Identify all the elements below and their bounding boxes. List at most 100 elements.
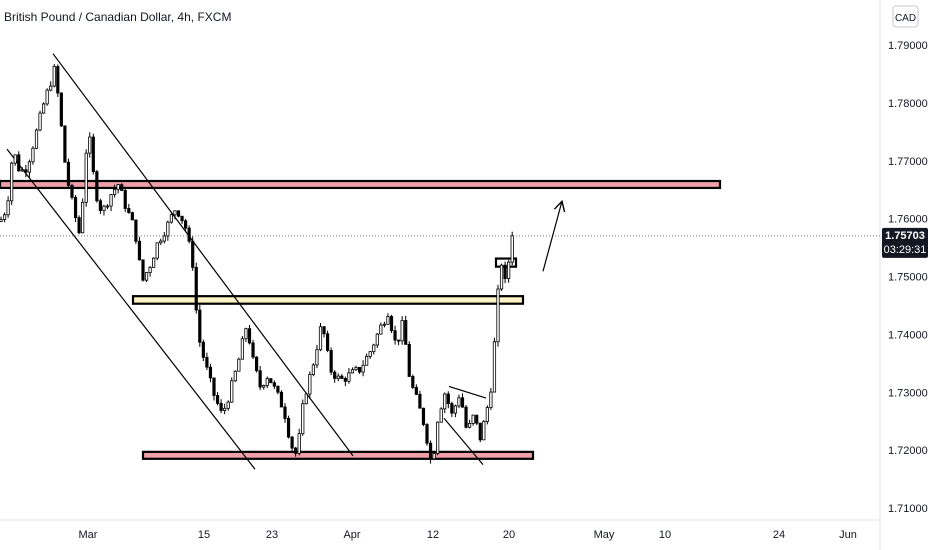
candle [318, 323, 323, 352]
candle [450, 401, 454, 417]
candle [105, 204, 110, 210]
candle [485, 405, 489, 425]
candle [286, 415, 291, 439]
price-tick-label: 1.72000 [888, 445, 928, 457]
candle [400, 316, 404, 345]
candle-body [393, 330, 397, 341]
candle-body [361, 364, 365, 373]
candle [215, 392, 220, 406]
candle-body [180, 215, 184, 222]
candle [212, 377, 216, 401]
candle-body [123, 190, 127, 209]
candle [262, 384, 266, 390]
candle [13, 154, 17, 166]
candle-body [297, 433, 301, 454]
candle-body [343, 378, 347, 382]
candle [194, 262, 198, 314]
candle-body [52, 66, 56, 87]
time-tick-label: Apr [343, 529, 360, 541]
resistance-zone[interactable] [0, 179, 722, 190]
candle [379, 322, 383, 335]
drawing-zones[interactable] [0, 179, 722, 460]
candle-body [443, 393, 447, 410]
candle-body [407, 343, 411, 377]
currency-button[interactable]: CAD [892, 5, 919, 28]
candle [237, 357, 241, 372]
candle-body [159, 240, 163, 244]
candle-body [279, 391, 284, 408]
candle [499, 263, 504, 292]
candle [464, 404, 468, 429]
candle-body [116, 184, 120, 190]
channel-lower[interactable] [6, 148, 256, 470]
candle [347, 368, 351, 384]
drawing-trendlines[interactable] [6, 53, 566, 470]
candle-body [45, 89, 49, 105]
candle [457, 394, 461, 409]
candle [304, 392, 308, 405]
candle-body [308, 374, 312, 395]
candle-body [457, 397, 461, 407]
candle [471, 414, 475, 426]
candle-body [244, 328, 248, 340]
price-tick-label: 1.77000 [888, 156, 928, 168]
candle-body [436, 421, 440, 454]
candle [333, 370, 337, 383]
candle [368, 350, 372, 359]
candle-body [460, 397, 465, 408]
candle-body [446, 393, 450, 404]
candle [460, 393, 465, 408]
price-tick-label: 1.76000 [888, 214, 928, 226]
candle [389, 314, 394, 333]
candle-body [258, 370, 262, 388]
candle-body [34, 129, 39, 149]
candle [340, 374, 344, 379]
candle-body [421, 407, 426, 425]
candle-body [251, 342, 255, 358]
support-zone[interactable] [141, 450, 535, 460]
candle-body [166, 221, 170, 237]
wedge-upper[interactable] [448, 385, 487, 399]
candle [396, 339, 401, 346]
candle [272, 380, 276, 390]
wedge-lower[interactable] [443, 417, 484, 465]
candle [482, 419, 486, 441]
candle-body [223, 407, 227, 411]
candle-body [475, 414, 479, 424]
candle [432, 451, 436, 460]
channel-upper[interactable] [52, 53, 354, 457]
candle-body [325, 333, 330, 351]
currency-label: CAD [895, 13, 916, 24]
candle-body [510, 235, 514, 263]
upside-arrow[interactable] [542, 201, 563, 272]
candle [84, 149, 88, 207]
candle [59, 92, 63, 128]
candle-body [350, 369, 355, 374]
candle-body [27, 161, 32, 173]
candle-body [81, 201, 85, 234]
arrow-head-icon [553, 199, 566, 213]
candle-body [212, 377, 216, 396]
candle [372, 343, 376, 355]
candle [141, 259, 145, 282]
candle-body [464, 406, 468, 428]
candle [56, 64, 60, 97]
candle-body [467, 422, 472, 428]
candle-body [322, 326, 326, 335]
candle [144, 272, 149, 283]
candle-body [24, 169, 28, 173]
candle [439, 407, 443, 423]
candle-body [286, 418, 291, 438]
time-tick-label: Mar [79, 529, 98, 541]
time-tick-label: 23 [266, 529, 278, 541]
candle-body [191, 240, 195, 268]
candle [152, 257, 156, 268]
candle [393, 325, 397, 345]
candle [77, 215, 81, 235]
candle [0, 216, 3, 223]
candle [173, 210, 177, 220]
pivot-zone[interactable] [131, 295, 525, 305]
candle [283, 403, 287, 423]
candle [95, 169, 99, 203]
